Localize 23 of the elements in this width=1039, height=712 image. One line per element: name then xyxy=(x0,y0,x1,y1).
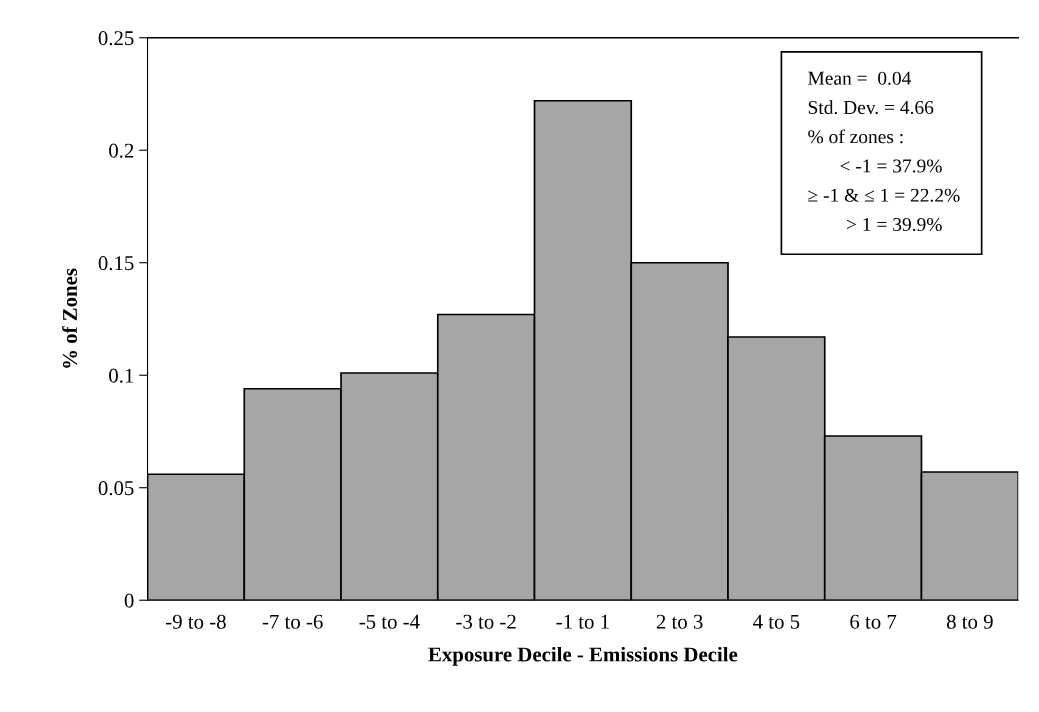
x-tick-label: 8 to 9 xyxy=(946,614,993,629)
annotation: Std. Dev. = 4.66 xyxy=(808,100,934,115)
y-tick-label: 0 xyxy=(124,593,134,608)
y-tick-label: 0.2 xyxy=(109,143,134,158)
x-tick-label: -3 to -2 xyxy=(456,614,516,629)
y-tick-label: 0.15 xyxy=(98,256,134,271)
y-tick-label: 0.05 xyxy=(98,481,134,496)
annotation: Mean = 0.04 xyxy=(808,71,912,85)
x-tick-label: 4 to 5 xyxy=(753,614,800,629)
annotation: > 1 = 39.9% xyxy=(847,217,942,232)
x-tick-label: 6 to 7 xyxy=(850,614,897,629)
annotation: ≥ -1 & ≤ 1 = 22.2% xyxy=(808,188,960,202)
annotation: % of zones : xyxy=(808,129,903,144)
x-tick-label: -1 to 1 xyxy=(556,614,609,629)
x-tick-label: -9 to -8 xyxy=(166,614,226,629)
y-tick-label: 0.25 xyxy=(98,31,134,46)
x-axis-title: Exposure Decile - Emissions Decile xyxy=(428,646,738,666)
y-tick-label: 0.1 xyxy=(109,368,134,383)
x-tick-label: 2 to 3 xyxy=(656,614,703,629)
annotation: < -1 = 37.9% xyxy=(840,159,942,173)
x-tick-label: -7 to -6 xyxy=(262,614,323,629)
x-tick-label: -5 to -4 xyxy=(359,614,420,629)
y-axis-title: % of Zones xyxy=(62,268,78,368)
